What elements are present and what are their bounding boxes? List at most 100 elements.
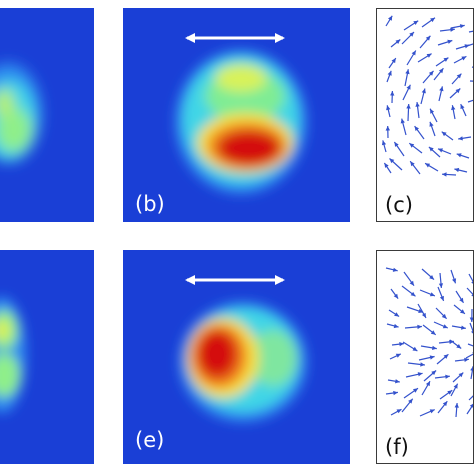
heatmap-b-image [123,8,350,222]
field-arrow-icon [388,309,400,318]
field-arrow-icon [437,286,445,302]
field-arrow-icon [456,153,470,159]
field-arrow-icon [454,357,469,362]
field-arrow-icon [385,125,390,139]
field-arrow-icon [451,325,466,330]
field-arrow-icon [403,271,415,287]
field-arrow-icon [402,84,411,101]
field-arrow-icon [469,80,473,82]
panel-c-label: (c) [385,193,413,217]
field-arrow-icon [450,269,457,284]
field-arrow-icon [437,400,448,414]
field-arrow-icon [422,70,434,84]
field-arrow-icon [439,27,455,32]
field-arrow-icon [406,103,411,122]
field-arrow-icon [403,20,419,31]
heatmap-e-image [123,250,350,464]
field-arrow-icon [451,73,462,85]
field-arrow-icon [406,50,417,66]
panel-c-vector-field: (c) [376,8,474,222]
field-arrow-icon [404,324,422,330]
field-arrow-icon [409,160,421,175]
field-arrow-icon [435,57,449,67]
field-arrow-icon [420,345,437,350]
field-arrow-icon [441,131,454,141]
field-arrow-icon [414,125,425,140]
field-arrow-icon [441,172,457,177]
heatmap-a-image [0,8,94,222]
field-arrow-icon [415,102,420,119]
field-arrow-icon [453,55,467,64]
field-arrow-icon [401,285,416,297]
field-arrow-icon [433,67,444,81]
field-arrow-icon [417,53,432,63]
field-arrow-icon [470,366,473,380]
field-arrow-icon [419,289,436,297]
panel-f-label: (f) [385,435,409,459]
field-arrow-icon [468,395,473,401]
field-arrow-icon [419,409,435,417]
field-arrow-icon [386,105,391,118]
field-arrow-icon [435,307,448,320]
panel-e-heatmap: (e) [123,250,350,464]
field-arrow-icon [421,380,431,396]
panel-b-label: (b) [135,192,165,216]
field-arrow-icon [466,43,473,47]
field-arrow-icon [419,35,431,49]
field-arrow-icon [390,408,402,416]
field-arrow-icon [460,103,467,117]
panel-b-heatmap: (b) [123,8,350,222]
field-arrow-icon [454,402,459,418]
field-arrow-icon [438,86,444,102]
field-arrow-icon [449,88,461,99]
field-arrow-icon [422,324,437,336]
field-arrow-icon [455,290,465,304]
field-arrow-icon [452,372,464,383]
field-arrow-icon [401,31,415,45]
field-arrow-icon [406,306,424,313]
vector-field-c [381,15,473,177]
field-arrow-icon [391,342,404,347]
field-arrow-icon [421,17,436,28]
field-arrow-icon [388,57,397,69]
field-arrow-icon [437,39,453,46]
field-arrow-icon [390,39,401,48]
field-arrow-icon [469,322,473,334]
field-arrow-icon [466,287,473,297]
vector-field-f [385,267,473,418]
field-arrow-icon [467,99,473,103]
field-arrow-icon [455,44,470,50]
field-arrow-icon [437,148,452,155]
panel-a-heatmap [0,8,94,222]
field-arrow-icon [405,372,423,378]
field-arrow-icon [402,341,418,352]
field-arrow-icon [423,370,437,382]
field-arrow-icon [389,158,403,171]
field-arrow-icon [439,389,453,400]
field-arrow-icon [436,353,449,365]
field-arrow-icon [401,398,414,413]
field-arrow-icon [468,30,473,33]
field-arrow-icon [469,308,473,323]
field-arrow-icon [386,70,392,83]
field-arrow-icon [449,339,462,349]
field-arrow-icon [458,136,472,141]
field-arrow-icon [385,390,398,396]
field-arrow-icon [454,167,468,173]
field-arrow-icon [383,162,392,174]
panel-d-heatmap [0,250,94,464]
heatmap-d-image [0,250,94,464]
field-arrow-icon [453,304,466,315]
field-arrow-icon [390,90,395,104]
field-arrow-icon [404,69,410,87]
panel-e-label: (e) [135,428,165,452]
field-arrow-icon [417,303,427,319]
field-arrow-icon [424,162,439,172]
field-arrow-icon [389,353,402,360]
field-arrow-icon [434,374,450,379]
field-arrow-icon [438,272,444,288]
field-arrow-icon [465,351,473,359]
field-arrow-icon [428,146,441,158]
field-arrow-icon [451,105,456,120]
field-arrow-icon [385,267,398,272]
